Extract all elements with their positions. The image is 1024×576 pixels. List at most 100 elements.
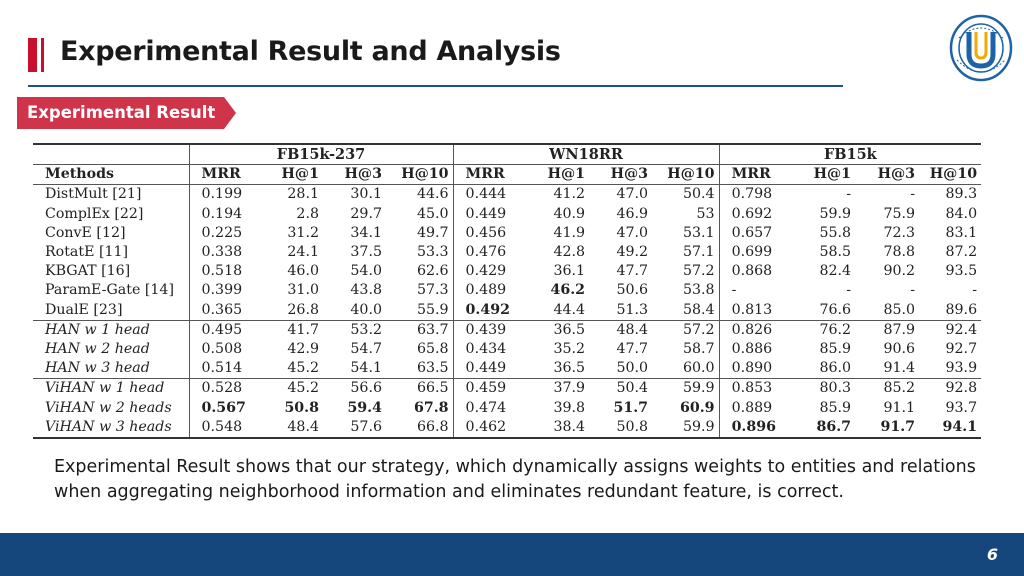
- metric-header-row: Methods MRR H@1 H@3 H@10 MRR H@1 H@3 H@1…: [33, 164, 982, 186]
- value-cell: 40.9: [553, 205, 586, 222]
- metric-header: H@10: [652, 164, 720, 186]
- value-cell: 50.8: [589, 417, 653, 440]
- value-cell: 84.0: [945, 205, 978, 222]
- value-cell: 41.9: [553, 224, 586, 241]
- value-cell: 0.495: [188, 319, 261, 341]
- value-cell: 42.9: [287, 341, 319, 358]
- value-cell: 0.474: [452, 398, 529, 418]
- value-cell: 65.8: [416, 341, 449, 358]
- value-cell: 53.2: [323, 319, 386, 341]
- table-row: ViHAN w 2 heads 0.567 50.8 59.4 67.8 0.474 39.…: [33, 398, 981, 418]
- method-name-cell: DualE [23]: [45, 301, 123, 318]
- analysis-caption: Experimental Result shows that our strat…: [54, 457, 976, 502]
- value-cell: 2.8: [296, 205, 319, 222]
- value-cell: 63.7: [386, 319, 454, 341]
- value-cell: 0.813: [718, 300, 792, 321]
- value-cell: 46.2: [550, 282, 586, 299]
- value-cell: 57.2: [682, 263, 715, 280]
- table-row: RotatE [11] 0.338 24.1 37.5 53.3 0.476 42.8 49.…: [33, 243, 981, 263]
- value-cell: 49.2: [616, 244, 649, 261]
- value-cell: 60.9: [680, 399, 715, 416]
- value-cell: 59.9: [652, 378, 720, 399]
- table-row: DistMult [21] 0.199 28.1 30.1 44.6 0.444 41.2 4…: [33, 184, 981, 205]
- value-cell: 57.1: [682, 244, 715, 261]
- value-cell: 37.5: [350, 244, 382, 261]
- value-cell: -: [972, 282, 978, 299]
- section-tag-label: Experimental Result: [27, 103, 216, 122]
- method-name-cell: ViHAN w 3 heads: [33, 417, 189, 440]
- value-cell: 0.853: [718, 378, 792, 399]
- method-name-cell: ConvE [12]: [45, 224, 126, 241]
- metric-header: MRR: [452, 164, 529, 186]
- value-cell: 0.444: [452, 184, 529, 205]
- value-cell: 0.459: [452, 378, 529, 399]
- value-cell: 37.9: [528, 378, 590, 399]
- value-cell: 83.1: [945, 224, 978, 241]
- value-cell: 0.492: [452, 300, 529, 321]
- value-cell: 93.5: [945, 263, 978, 280]
- value-cell: 0.896: [718, 417, 792, 440]
- value-cell: 63.5: [416, 360, 449, 377]
- metric-header: H@10: [919, 164, 982, 186]
- value-cell: 0.194: [188, 204, 261, 224]
- value-cell: 41.2: [553, 186, 586, 203]
- value-cell: 0.528: [188, 378, 261, 399]
- value-cell: 50.4: [682, 186, 715, 203]
- value-cell: 72.3: [883, 224, 916, 241]
- value-cell: 92.7: [945, 341, 978, 358]
- value-cell: 62.6: [416, 263, 449, 280]
- value-cell: 0.826: [718, 319, 792, 341]
- value-cell: 50.8: [284, 399, 319, 416]
- table-row: ComplEx [22] 0.194 2.8 29.7 45.0 0.449 40.9 46.…: [33, 204, 981, 224]
- value-cell: 91.4: [883, 360, 916, 377]
- value-cell: 85.9: [819, 341, 852, 358]
- value-cell: 90.6: [883, 341, 916, 358]
- value-cell: 91.7: [855, 417, 920, 440]
- value-cell: 86.0: [819, 360, 852, 377]
- value-cell: 0.692: [718, 204, 792, 224]
- value-cell: 57.6: [323, 417, 386, 440]
- value-cell: 76.6: [819, 301, 852, 318]
- value-cell: 35.2: [553, 341, 586, 358]
- value-cell: 0.699: [718, 243, 792, 263]
- value-cell: 0.798: [718, 184, 792, 205]
- value-cell: 50.6: [616, 282, 649, 299]
- group-header-row: FB15k-237 WN18RR FB15k: [33, 143, 982, 165]
- value-cell: 67.8: [413, 399, 449, 416]
- method-name-cell: KBGAT [16]: [45, 263, 131, 280]
- value-cell: 94.1: [919, 417, 982, 440]
- value-cell: 59.9: [652, 417, 720, 440]
- metric-header: H@3: [589, 164, 653, 186]
- value-cell: 0.456: [452, 223, 529, 244]
- table-row: ConvE [12] 0.225 31.2 34.1 49.7 0.456 41.9 47.0…: [33, 223, 981, 244]
- value-cell: 0.548: [188, 417, 261, 440]
- metric-header: H@1: [261, 164, 323, 186]
- value-cell: 89.6: [945, 301, 978, 318]
- value-cell: 0.365: [188, 300, 261, 321]
- value-cell: 30.1: [350, 186, 382, 203]
- value-cell: 55.8: [819, 224, 852, 241]
- value-cell: 40.0: [350, 301, 382, 318]
- value-cell: 0.399: [188, 281, 261, 301]
- value-cell: 53.8: [682, 282, 715, 299]
- value-cell: 55.9: [416, 301, 449, 318]
- section-tag: Experimental Result: [17, 97, 236, 129]
- value-cell: 45.0: [416, 205, 449, 222]
- value-cell: 54.1: [350, 360, 382, 377]
- value-cell: 0.489: [452, 281, 529, 301]
- method-name-cell: ParamE-Gate [14]: [45, 282, 174, 299]
- group-header: WN18RR: [452, 143, 720, 165]
- value-cell: -: [846, 282, 852, 299]
- value-cell: 45.2: [287, 360, 319, 377]
- value-cell: 92.4: [919, 319, 982, 341]
- metric-header: H@3: [855, 164, 920, 186]
- value-cell: 85.9: [819, 399, 852, 416]
- table-row: HAN w 2 head 0.508 42.9 54.7 65.8 0.434 35.2 47…: [33, 340, 981, 360]
- value-cell: -: [910, 186, 916, 203]
- results-table-container: FB15k-237 WN18RR FB15k Methods MRR H@1 H…: [33, 143, 982, 440]
- title-accent-bar-thin: [41, 38, 44, 72]
- value-cell: 53.1: [682, 224, 715, 241]
- value-cell: 0.889: [718, 398, 792, 418]
- value-cell: 0.434: [452, 340, 529, 360]
- value-cell: 0.449: [452, 359, 529, 379]
